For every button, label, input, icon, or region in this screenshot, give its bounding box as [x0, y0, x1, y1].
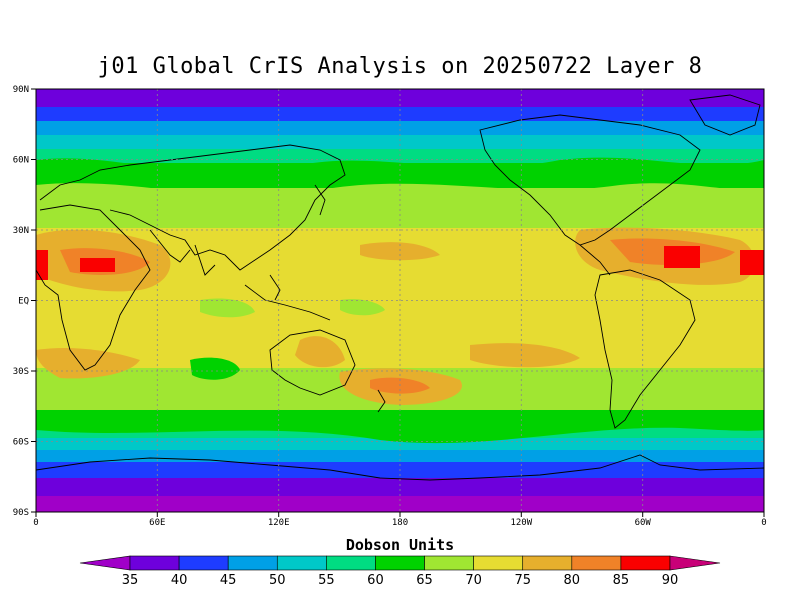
colorbar-swatch [129, 555, 180, 571]
lon-label-0-end: 0 [761, 518, 766, 528]
lon-label-180: 180 [392, 518, 408, 528]
map-title: j01 Global CrIS Analysis on 20250722 Lay… [97, 54, 703, 79]
colorbar-label: 75 [514, 573, 531, 588]
colorbar-title: Dobson Units [345, 536, 455, 554]
colorbar-label: 90 [662, 573, 679, 588]
colorbar-arrow-left [79, 555, 131, 571]
colorbar-swatch [473, 555, 524, 571]
colorbar-label: 85 [613, 573, 630, 588]
colorbar-label: 50 [269, 573, 286, 588]
lon-label-120w: 120W [510, 518, 532, 528]
colorbar-label: 65 [416, 573, 433, 588]
lon-label-60e: 60E [149, 518, 165, 528]
lat-label-60n: 60N [13, 156, 29, 166]
colorbar-swatch [375, 555, 425, 571]
colorbar-label: 60 [367, 573, 384, 588]
colorbar-arrow-right [669, 555, 721, 571]
lat-label-90n: 90N [13, 85, 29, 95]
lat-label-30s: 30S [13, 367, 29, 377]
colorbar-label: 35 [122, 573, 139, 588]
colorbar-label: 80 [564, 573, 581, 588]
colorbar-label: 70 [465, 573, 482, 588]
lat-label-90s: 90S [13, 508, 29, 518]
lat-label-30n: 30N [13, 226, 29, 236]
lon-label-120e: 120E [268, 518, 290, 528]
colorbar: 35 40 45 50 55 60 65 70 75 80 85 90 [79, 555, 721, 588]
colorbar-label: 55 [318, 573, 335, 588]
colorbar-label: 40 [171, 573, 188, 588]
coastlines [36, 94, 764, 481]
lat-label-eq: EQ [18, 297, 29, 307]
colorbar-swatch [178, 555, 229, 571]
colorbar-swatch [424, 555, 474, 571]
colorbar-swatch [326, 555, 376, 571]
colorbar-swatch [522, 555, 573, 571]
colorbar-swatch [276, 555, 327, 571]
grid-lines [36, 89, 764, 512]
colorbar-swatch [620, 555, 671, 571]
colorbar-swatch [571, 555, 622, 571]
tick-marks [31, 88, 765, 517]
lon-label-0: 0 [33, 518, 38, 528]
colorbar-label: 45 [220, 573, 237, 588]
lon-label-60w: 60W [635, 518, 652, 528]
lat-label-60s: 60S [13, 438, 29, 448]
colorbar-swatch [227, 555, 278, 571]
